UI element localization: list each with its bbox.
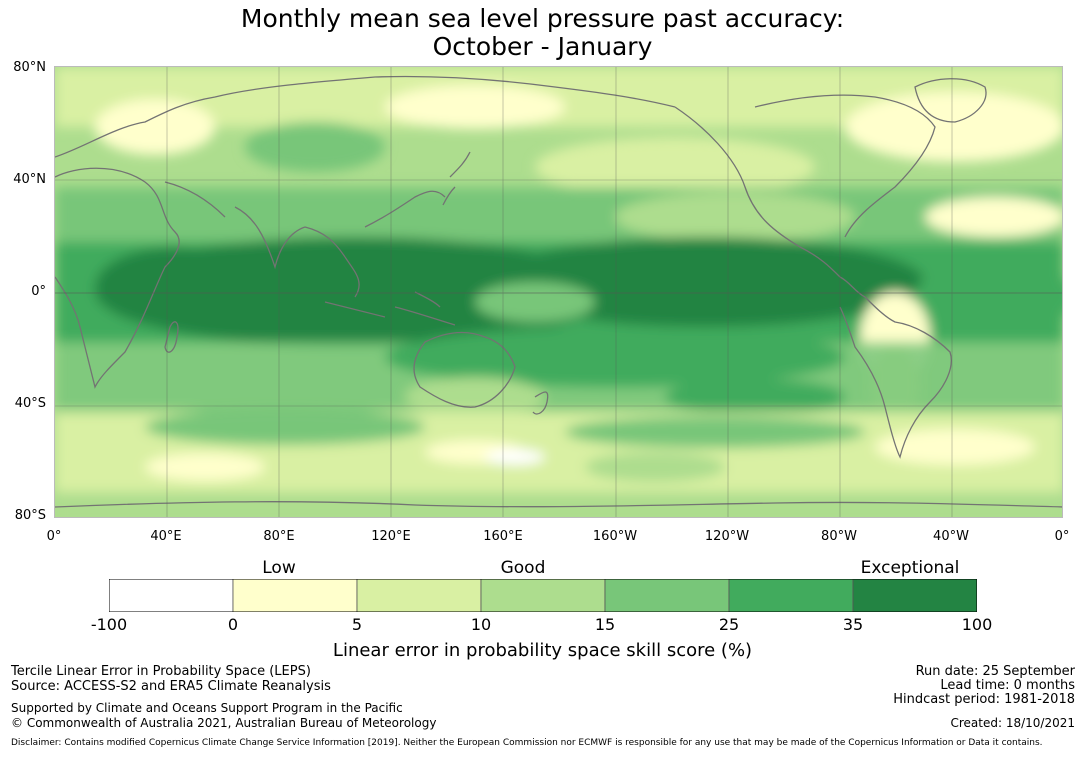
legend-category-exceptional: Exceptional	[860, 558, 960, 578]
lon-label-80e: 80°E	[263, 529, 295, 544]
colorbar-segment-5	[604, 579, 730, 612]
lon-label-120w: 120°W	[704, 529, 750, 544]
colorbar-label: Linear error in probability space skill …	[332, 640, 753, 661]
lon-label-40e: 40°E	[150, 529, 182, 544]
colorbar	[109, 579, 977, 612]
skill-field	[55, 67, 1062, 517]
colorbar-tick-10: 10	[470, 615, 492, 634]
lon-label-120e: 120°E	[371, 529, 411, 544]
lon-label-40w: 40°W	[933, 529, 969, 544]
colorbar-tick-neg100: -100	[90, 615, 128, 634]
colorbar-tick-15: 15	[594, 615, 616, 634]
lat-label-80n: 80°N	[13, 60, 46, 75]
lat-label-equator: 0°	[31, 284, 46, 299]
footer-support: Supported by Climate and Oceans Support …	[11, 701, 403, 715]
footer-copyright: © Commonwealth of Australia 2021, Austra…	[11, 716, 437, 730]
colorbar-tick-5: 5	[351, 615, 363, 634]
colorbar-tick-100: 100	[961, 615, 993, 634]
lon-label-160w: 160°W	[592, 529, 638, 544]
map-title-line2: October - January	[432, 32, 653, 61]
created-date: Created: 18/10/2021	[950, 716, 1075, 730]
disclaimer: Disclaimer: Contains modified Copernicus…	[11, 738, 1043, 748]
colorbar-segment-6	[728, 579, 854, 612]
legend-category-good: Good	[500, 558, 546, 578]
lon-label-160e: 160°E	[483, 529, 523, 544]
colorbar-tick-35: 35	[842, 615, 864, 634]
colorbar-segment-4	[480, 579, 606, 612]
lon-label-0-end: 0°	[1054, 529, 1070, 544]
hindcast-period: Hindcast period: 1981-2018	[893, 692, 1075, 707]
lat-label-40s: 40°S	[14, 396, 46, 411]
graticule	[55, 67, 1062, 517]
footer-product-name: Tercile Linear Error in Probability Spac…	[11, 664, 311, 679]
colorbar-segment-1	[109, 579, 234, 612]
lead-time: Lead time: 0 months	[940, 678, 1075, 693]
colorbar-tick-25: 25	[718, 615, 740, 634]
coastlines	[55, 75, 1062, 508]
colorbar-segment-2	[232, 579, 358, 612]
colorbar-segment-3	[356, 579, 482, 612]
run-date: Run date: 25 September	[915, 664, 1075, 679]
legend-category-low: Low	[262, 558, 296, 578]
map-title-line1: Monthly mean sea level pressure past acc…	[240, 4, 845, 33]
colorbar-segment-7	[852, 579, 977, 612]
footer-source: Source: ACCESS-S2 and ERA5 Climate Reana…	[11, 679, 331, 694]
colorbar-tick-0: 0	[227, 615, 239, 634]
lon-label-80w: 80°W	[821, 529, 857, 544]
lat-label-80s: 80°S	[14, 508, 46, 523]
lat-label-40n: 40°N	[13, 172, 46, 187]
lon-label-0: 0°	[46, 529, 62, 544]
skill-score-map	[54, 66, 1063, 518]
